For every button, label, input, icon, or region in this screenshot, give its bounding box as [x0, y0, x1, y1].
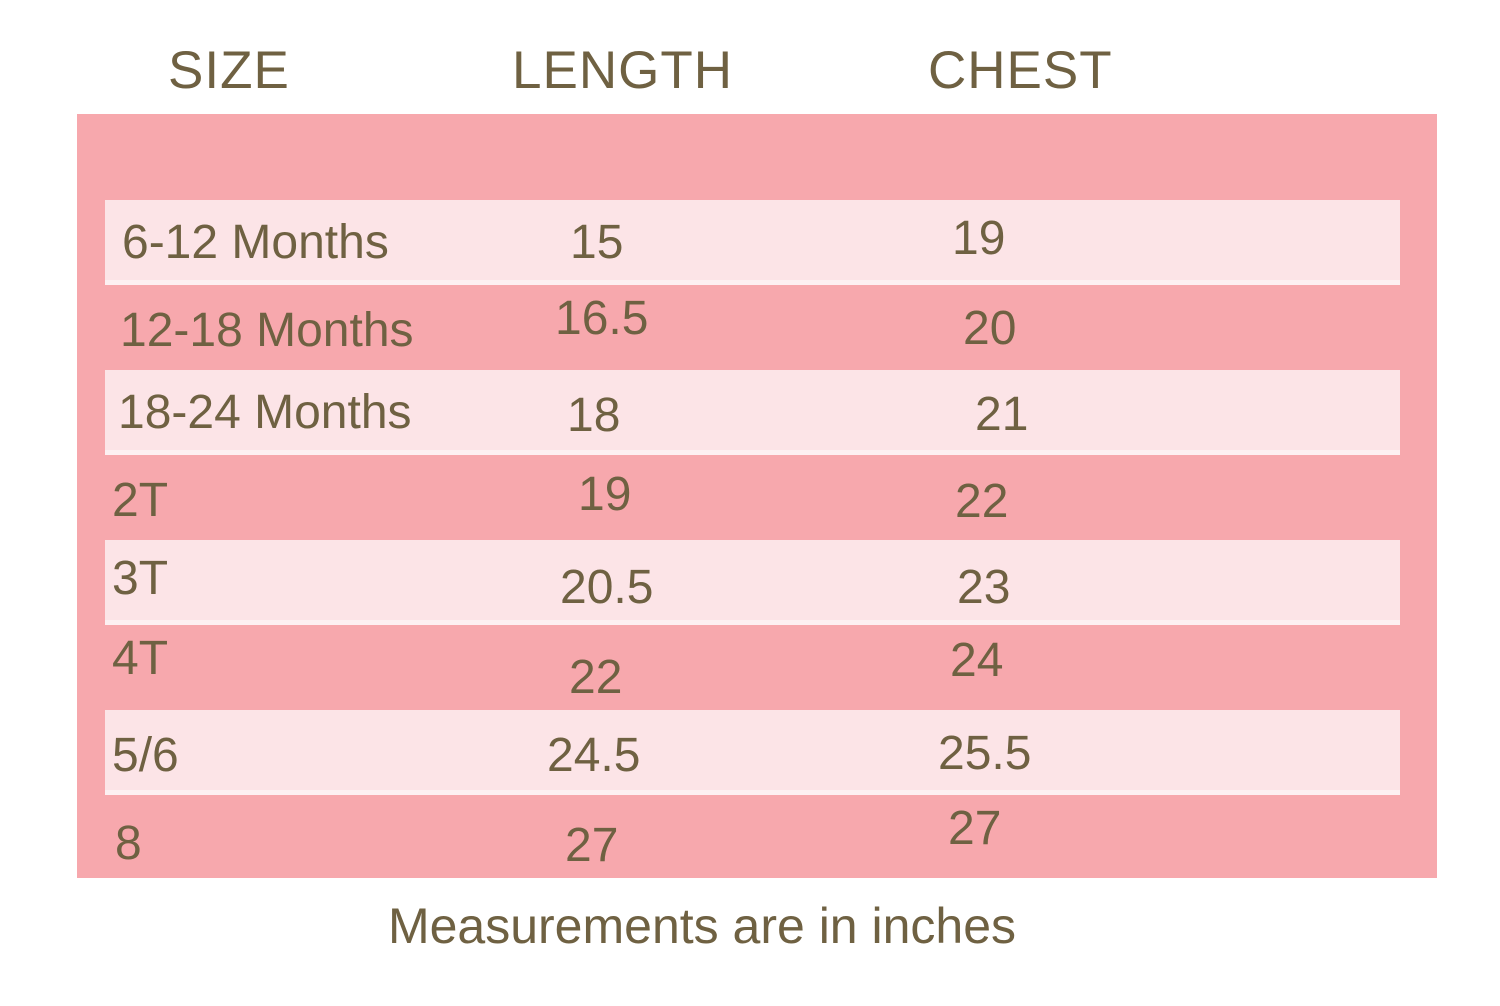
length-cell: 18: [567, 389, 621, 442]
length-cell: 16.5: [555, 292, 649, 345]
table-row: 18-24 Months 18 21: [77, 370, 1437, 455]
column-header-size: SIZE: [168, 41, 290, 100]
length-cell: 19: [578, 468, 632, 521]
table-panel: 6-12 Months 15 19 12-18 Months 16.5 20 1…: [77, 114, 1437, 878]
chest-cell: 23: [957, 561, 1011, 614]
length-cell: 20.5: [560, 561, 654, 614]
chest-cell: 21: [975, 388, 1029, 441]
table-row: 4T 22 24: [77, 625, 1437, 710]
length-cell: 22: [569, 651, 623, 704]
chest-cell: 20: [963, 302, 1017, 355]
size-cell: 12-18 Months: [120, 304, 414, 357]
column-header-length: LENGTH: [512, 41, 733, 100]
size-cell: 2T: [112, 474, 169, 527]
chest-cell: 27: [948, 802, 1002, 855]
size-cell: 3T: [112, 552, 169, 605]
table-row: 12-18 Months 16.5 20: [77, 285, 1437, 370]
column-header-chest: CHEST: [928, 41, 1113, 100]
size-cell: 18-24 Months: [118, 386, 412, 439]
table-row: 8 27 27: [77, 795, 1437, 878]
table-row: 6-12 Months 15 19: [77, 200, 1437, 285]
table-row: 5/6 24.5 25.5: [77, 710, 1437, 795]
table-row: 2T 19 22: [77, 455, 1437, 540]
length-cell: 27: [565, 819, 619, 872]
chest-cell: 24: [950, 634, 1004, 687]
chest-cell: 25.5: [938, 727, 1032, 780]
units-caption: Measurements are in inches: [387, 898, 1017, 954]
size-cell: 4T: [112, 632, 169, 685]
chest-cell: 19: [952, 212, 1006, 265]
size-cell: 5/6: [112, 729, 179, 782]
size-cell: 8: [115, 817, 142, 870]
size-cell: 6-12 Months: [122, 216, 389, 269]
length-cell: 24.5: [547, 729, 641, 782]
length-cell: 15: [570, 216, 624, 269]
chest-cell: 22: [955, 475, 1009, 528]
table-row: 3T 20.5 23: [77, 540, 1437, 625]
